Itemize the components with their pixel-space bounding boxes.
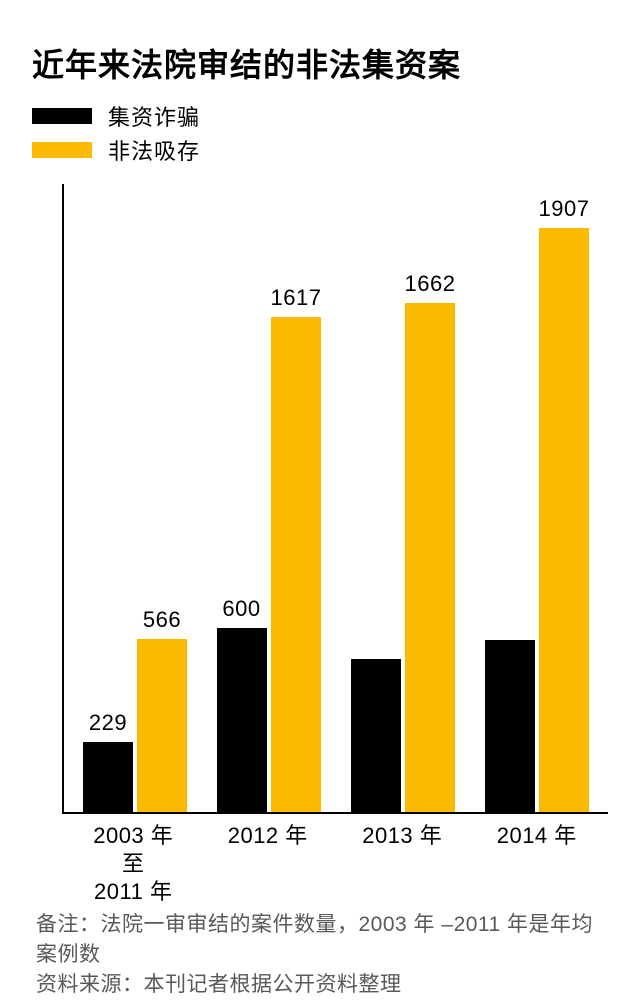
legend-swatch-series1 bbox=[32, 108, 92, 124]
bar bbox=[83, 742, 133, 812]
x-axis-label-line: 2013 年 bbox=[335, 822, 470, 850]
bar bbox=[485, 640, 535, 812]
bar-wrap: 1907 bbox=[539, 184, 590, 812]
bar bbox=[271, 317, 321, 812]
bar-value-label: 1907 bbox=[539, 196, 590, 222]
chart-area: 229566600161716621907 2003 年至2011 年2012 … bbox=[32, 174, 608, 814]
x-axis-label-line: 2003 年 bbox=[66, 822, 201, 850]
footnote: 备注：法院一审审结的案件数量，2003 年 –2011 年是年均案例数 bbox=[36, 910, 604, 970]
source-line: 资料来源：本刊记者根据公开资料整理 bbox=[36, 970, 604, 1000]
legend: 集资诈骗 非法吸存 bbox=[32, 100, 608, 166]
bar bbox=[539, 228, 589, 812]
page-root: 近年来法院审结的非法集资案 集资诈骗 非法吸存 229 566 600 1617 166… bbox=[0, 0, 640, 982]
bar-value-label: 1662 bbox=[405, 271, 456, 297]
x-axis-label-line: 2011 年 bbox=[66, 878, 201, 906]
footer: 备注：法院一审审结的案件数量，2003 年 –2011 年是年均案例数 资料来源… bbox=[32, 910, 608, 1000]
bar-wrap: 1617 bbox=[271, 184, 322, 812]
x-axis-label: 2012 年 bbox=[201, 814, 336, 906]
x-axis-label: 2003 年至2011 年 bbox=[66, 814, 201, 906]
bar-wrap: 1662 bbox=[405, 184, 456, 812]
legend-label-series1: 集资诈骗 bbox=[108, 100, 200, 132]
bar bbox=[217, 628, 267, 812]
x-axis-label: 2014 年 bbox=[470, 814, 605, 906]
x-axis-label-line: 2014 年 bbox=[470, 822, 605, 850]
bar-value-label: 229 bbox=[89, 710, 127, 736]
bar-group: 600 1617 bbox=[202, 184, 336, 812]
legend-item-series1: 集资诈骗 bbox=[32, 100, 608, 132]
x-axis-label-line: 至 bbox=[66, 850, 201, 878]
bar-wrap: 600 bbox=[217, 184, 267, 812]
bar-wrap bbox=[351, 184, 401, 812]
bar bbox=[351, 659, 401, 812]
bar-value-label: 1617 bbox=[271, 285, 322, 311]
x-axis-label: 2013 年 bbox=[335, 814, 470, 906]
legend-swatch-series2 bbox=[32, 142, 92, 158]
x-axis-label-line: 2012 年 bbox=[201, 822, 336, 850]
legend-item-series2: 非法吸存 bbox=[32, 134, 608, 166]
bar-wrap: 566 bbox=[137, 184, 187, 812]
bar-value-label: 566 bbox=[143, 607, 181, 633]
bar-groups: 229 566 600 1617 1662 1907 bbox=[64, 184, 608, 812]
bar-group: 229 566 bbox=[68, 184, 202, 812]
bar-group: 1907 bbox=[470, 184, 604, 812]
chart-title: 近年来法院审结的非法集资案 bbox=[32, 40, 608, 86]
bar bbox=[405, 303, 455, 812]
plot-area: 229 566 600 1617 1662 1907 bbox=[62, 184, 608, 814]
legend-label-series2: 非法吸存 bbox=[108, 134, 200, 166]
bar-value-label: 600 bbox=[222, 596, 260, 622]
bar-group: 1662 bbox=[336, 184, 470, 812]
bar-wrap bbox=[485, 184, 535, 812]
x-axis-labels: 2003 年至2011 年2012 年2013 年2014 年 bbox=[62, 814, 608, 906]
bar-wrap: 229 bbox=[83, 184, 133, 812]
bar bbox=[137, 639, 187, 812]
